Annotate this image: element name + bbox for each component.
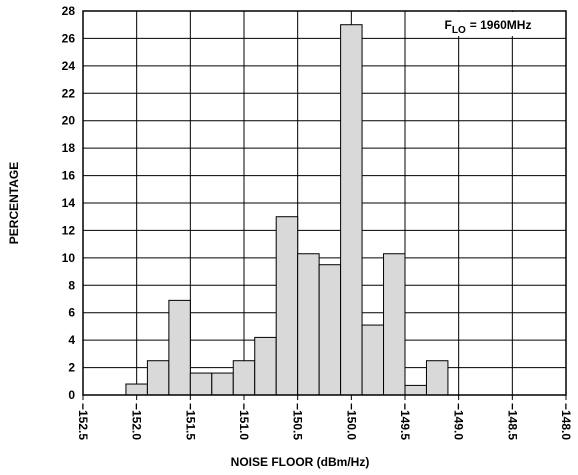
bar [318, 264, 342, 396]
x-tick-label: −148.5 [505, 403, 519, 440]
y-tick-label: 12 [62, 223, 76, 237]
bar [168, 299, 191, 396]
plot-frame [82, 10, 567, 396]
y-tick-label: 18 [62, 141, 76, 155]
bar [232, 360, 256, 396]
x-tick-label: −149.5 [398, 403, 412, 440]
bar [211, 372, 234, 396]
y-tick-label: 26 [62, 31, 76, 45]
bar [425, 360, 449, 396]
x-tick-label: −148.0 [559, 403, 573, 440]
annotation-subscript: LO [452, 25, 466, 36]
y-tick-label: 14 [62, 196, 76, 210]
x-tick-label: −150.0 [344, 403, 358, 440]
x-tick-label: −152.5 [76, 403, 90, 440]
y-tick-label: 16 [62, 169, 76, 183]
y-axis-label: PERCENTAGE [7, 162, 21, 244]
bar [340, 24, 363, 396]
annotation-text: = 1960MHz [470, 18, 532, 32]
x-axis-label: NOISE FLOOR (dBm/Hz) [231, 455, 370, 469]
y-tick-label: 6 [68, 306, 75, 320]
annotation-symbol: F [445, 18, 452, 32]
annotation: FLO = 1960MHz [445, 18, 532, 36]
y-tick-label: 4 [68, 333, 75, 347]
bar [189, 372, 213, 396]
bar [125, 383, 148, 396]
x-tick-label: −151.5 [183, 403, 197, 440]
bar [275, 216, 299, 396]
x-tick-label: −151.0 [237, 403, 251, 440]
bar [404, 384, 427, 396]
x-tick-label: −149.0 [452, 403, 466, 440]
y-tick-label: 20 [62, 114, 76, 128]
y-tick-label: 22 [62, 86, 76, 100]
y-tick-label: 28 [62, 4, 76, 18]
bar [254, 336, 277, 396]
annotation-box [413, 12, 565, 36]
y-tick-label: 10 [62, 251, 76, 265]
bar [383, 253, 406, 396]
bar [361, 324, 385, 396]
x-tick-label: −150.5 [291, 403, 305, 440]
y-tick-label: 2 [68, 361, 75, 375]
bar [297, 253, 320, 396]
y-tick-label: 0 [68, 388, 75, 402]
y-tick-label: 24 [62, 59, 76, 73]
bar [146, 360, 170, 396]
x-tick-label: −152.0 [130, 403, 144, 440]
y-tick-label: 8 [68, 278, 75, 292]
